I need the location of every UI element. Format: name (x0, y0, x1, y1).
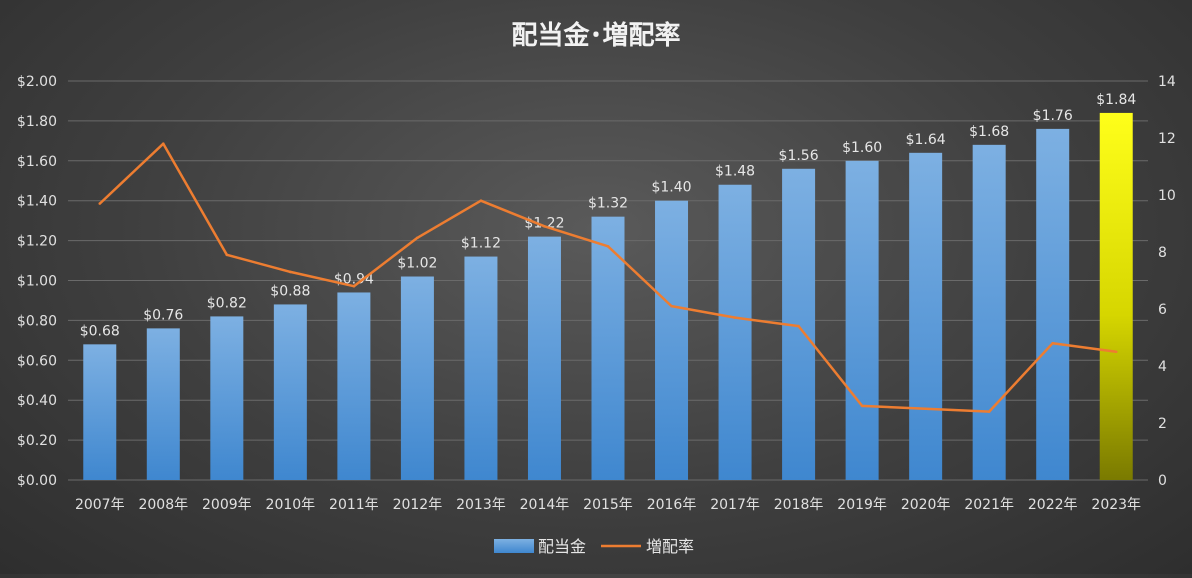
line-point (161, 142, 165, 145)
line-point (352, 284, 356, 288)
x-tick-label: 2016年 (647, 497, 697, 513)
bar (337, 292, 371, 480)
line-point (416, 236, 419, 240)
legend-swatch-bar (494, 539, 534, 553)
x-tick-label: 2010年 (266, 497, 316, 513)
line-point (543, 225, 546, 228)
x-tick-label: 2007年 (75, 497, 125, 513)
bar-data-label: $1.02 (397, 256, 437, 272)
bar (972, 144, 1006, 480)
bar-data-label: $1.56 (779, 148, 819, 164)
bar-data-label: $0.82 (207, 295, 247, 311)
bar (718, 184, 752, 481)
x-tick-label: 2015年 (583, 497, 633, 513)
line-point (797, 324, 800, 328)
legend-label-bar: 配当金 (538, 537, 586, 556)
x-tick-label: 2011年 (329, 497, 379, 513)
bar-data-label: $1.32 (588, 196, 628, 212)
bar-data-labels: $0.68$0.76$0.82$0.88$0.94$1.02$1.12$1.22… (80, 92, 1137, 339)
y-left-tick-label: $1.80 (17, 114, 57, 130)
x-tick-label: 2018年 (774, 497, 824, 513)
legend-label-line: 増配率 (646, 537, 694, 556)
y-left-tick-label: $0.80 (17, 313, 57, 329)
line-point (670, 304, 673, 308)
x-tick-label: 2009年 (202, 497, 252, 513)
line-series (98, 142, 1118, 413)
line-point (924, 407, 927, 411)
x-tick-label: 2012年 (393, 497, 443, 513)
bar-data-label: $0.76 (143, 307, 183, 323)
bar (655, 200, 689, 480)
line-point (289, 270, 292, 274)
y-right-tick-label: 0 (1158, 473, 1167, 489)
bar-data-label: $1.64 (906, 132, 946, 148)
y-left-tick-label: $0.00 (17, 473, 57, 489)
bar (1099, 112, 1133, 481)
bar-data-label: $1.84 (1096, 92, 1136, 108)
x-tick-label: 2008年 (138, 497, 188, 513)
y-left-tick-label: $0.60 (17, 353, 57, 369)
bar-data-label: $0.68 (80, 323, 120, 339)
y-right-tick-label: 8 (1158, 245, 1167, 261)
left-axis-ticks: $0.00 $0.20 $0.40 $0.60 $0.80 $1.00 $1.20 $1.40… (17, 74, 57, 489)
line-point (225, 253, 229, 257)
line-point (860, 404, 864, 408)
y-left-tick-label: $0.20 (17, 433, 57, 449)
x-axis-ticks: 2007年 2008年 2009年 2010年 2011年 2012年 2013年 2014年… (75, 497, 1141, 513)
line-point (733, 316, 737, 319)
bar (909, 152, 943, 480)
bar-data-label: $1.22 (524, 216, 564, 232)
bar (210, 316, 244, 480)
x-tick-label: 2019年 (837, 497, 887, 513)
y-left-tick-label: $1.20 (17, 234, 57, 250)
bar-data-label: $1.40 (651, 180, 691, 196)
bar (83, 344, 117, 480)
bar-series (83, 112, 1133, 481)
x-tick-label: 2014年 (520, 497, 570, 513)
x-tick-label: 2020年 (901, 497, 951, 513)
bar (591, 216, 625, 480)
bar (146, 328, 180, 480)
line-point (987, 410, 991, 413)
x-tick-label: 2013年 (456, 497, 506, 513)
bar (400, 276, 434, 480)
y-right-tick-label: 12 (1158, 131, 1176, 147)
bar (845, 160, 879, 481)
y-left-tick-label: $1.00 (17, 274, 57, 290)
y-left-tick-label: $0.40 (17, 393, 57, 409)
y-left-tick-label: $1.60 (17, 154, 57, 170)
bar-data-label: $1.48 (715, 164, 755, 180)
bar-data-label: $1.76 (1033, 108, 1073, 124)
y-right-tick-label: 10 (1158, 188, 1176, 204)
bar (273, 304, 307, 480)
line-point (606, 245, 610, 248)
bar-data-label: $1.60 (842, 140, 882, 156)
bar-data-label: $1.68 (969, 124, 1009, 140)
y-left-tick-label: $2.00 (17, 74, 57, 90)
bar (464, 256, 498, 480)
bar (527, 236, 561, 480)
y-right-tick-label: 2 (1158, 416, 1167, 432)
line-point (98, 202, 102, 205)
y-left-tick-label: $1.40 (17, 194, 57, 210)
bar (1036, 128, 1070, 480)
x-tick-label: 2021年 (964, 497, 1014, 513)
bar-data-label: $0.88 (270, 283, 310, 299)
chart-title: 配当金･増配率 (511, 20, 680, 51)
legend: 配当金 増配率 (494, 537, 694, 556)
y-right-tick-label: 4 (1158, 359, 1167, 375)
x-tick-label: 2022年 (1028, 497, 1078, 513)
line-point (1051, 341, 1055, 345)
right-axis-ticks: 0 2 4 6 8 10 12 14 (1158, 74, 1176, 489)
y-right-tick-label: 6 (1158, 302, 1167, 318)
line-point (1114, 350, 1118, 354)
line-point (479, 199, 483, 202)
x-tick-label: 2017年 (710, 497, 760, 513)
x-tick-label: 2023年 (1091, 497, 1141, 513)
y-right-tick-label: 14 (1158, 74, 1176, 90)
bar-data-label: $1.12 (461, 236, 501, 252)
